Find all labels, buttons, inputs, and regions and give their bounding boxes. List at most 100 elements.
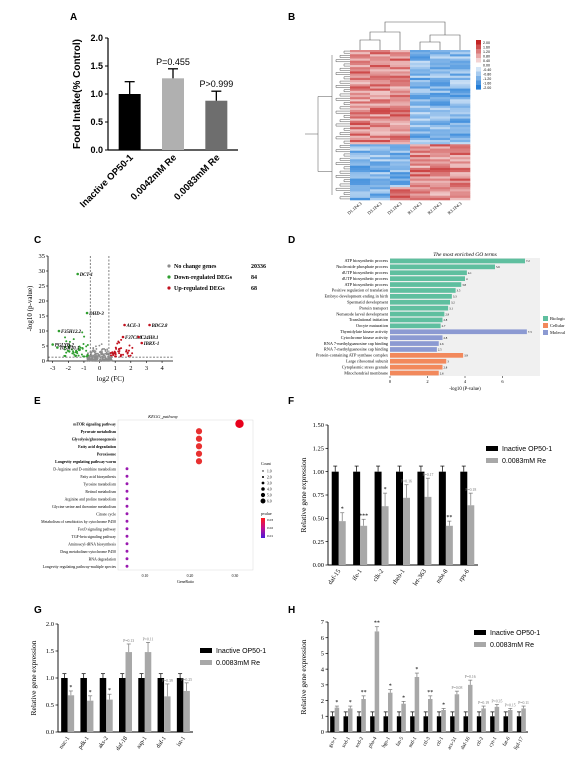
heatmap-cell <box>410 159 431 162</box>
y-tick-label: 2.0 <box>90 33 103 43</box>
heatmap-cell <box>390 146 411 149</box>
y-tick-label: 30 <box>39 268 46 275</box>
heatmap-cell <box>370 129 391 132</box>
heatmap-cell <box>350 60 371 64</box>
heatmap-cell <box>430 176 451 179</box>
bar-value-label: 2.8 <box>444 365 448 369</box>
y-tick-label: 0.25 <box>313 539 324 546</box>
bar <box>490 716 495 732</box>
heatmap-cell <box>430 62 451 66</box>
heatmap-cell <box>350 197 371 201</box>
x-tick-label: ctl-3 <box>422 736 432 748</box>
scatter-point <box>131 346 134 349</box>
category-label: Aminoacyl-tRNA biosynthesis <box>68 542 116 546</box>
heatmap-cell <box>430 56 451 59</box>
scatter-point <box>195 428 203 435</box>
scatter-point <box>76 352 79 355</box>
category-label: Thymidylate kinase activity <box>340 329 389 334</box>
scatter-point <box>100 353 103 356</box>
heatmap-cell <box>430 86 451 89</box>
heatmap-cell <box>450 150 471 154</box>
y-tick-label: 20 <box>39 298 46 305</box>
bar <box>414 677 420 732</box>
heatmap-cell <box>450 99 471 102</box>
heatmap-cell <box>390 88 411 92</box>
heatmap-cell <box>370 86 391 89</box>
heatmap-cell <box>450 142 471 145</box>
heatmap-cell <box>430 193 451 197</box>
bar <box>338 521 346 565</box>
panel-label-b: B <box>288 12 296 23</box>
bar <box>441 710 446 732</box>
scatter-point <box>96 356 99 358</box>
bar <box>476 716 482 732</box>
heatmap-cell <box>350 144 371 147</box>
y-tick-label: 0.00 <box>313 562 324 569</box>
legend-count: 20336 <box>251 264 266 270</box>
heatmap-cell <box>430 146 451 149</box>
heatmap-cell <box>370 193 391 197</box>
category-label: Arginine and proline metabolism <box>65 497 116 501</box>
color-legend-title: pvalue <box>261 511 272 516</box>
column-dendrogram <box>384 21 446 35</box>
legend-label: 0.0083mM Re <box>216 660 260 667</box>
bar <box>417 471 425 565</box>
heatmap-cell <box>350 116 371 119</box>
x-tick-label: ctl-2 <box>475 736 485 748</box>
significance-annotation: * <box>349 700 352 706</box>
mtor-gene-expression-chart: 0.00 0.25 0.50 0.75 1.00 1.25 1.50 Relative gen… <box>299 422 552 587</box>
heatmap-cell <box>370 90 391 94</box>
heatmap-cell <box>390 90 411 94</box>
heatmap-cell <box>450 182 471 186</box>
legend-swatch <box>543 323 548 328</box>
x-tick-label: 4 <box>160 365 164 372</box>
legend-swatch <box>543 316 548 321</box>
heatmap-cell <box>370 101 391 104</box>
heatmap-cell <box>430 187 451 190</box>
scatter-point <box>106 348 109 351</box>
x-tick-label: ife-1 <box>351 568 364 582</box>
heatmap-cell <box>410 122 431 126</box>
bar <box>360 525 368 565</box>
heatmap-cell <box>350 54 371 57</box>
heatmap-cell <box>370 56 391 59</box>
scatter-point <box>77 354 80 357</box>
y-tick-label: 10 <box>39 328 46 335</box>
significance-annotation: * <box>108 688 111 694</box>
legend-swatch <box>476 76 481 81</box>
significance-annotation: P=0.39 <box>162 679 173 683</box>
size-legend-label: 1.0 <box>267 469 272 473</box>
heatmap-cell <box>390 131 411 134</box>
heatmap-cell <box>410 69 431 72</box>
heatmap-cell <box>430 80 451 83</box>
heatmap-cell <box>370 125 391 128</box>
x-tick-label: cyt-1 <box>488 736 499 749</box>
scatter-point <box>125 482 129 486</box>
bar <box>370 716 375 732</box>
heatmap-cell <box>430 101 451 104</box>
heatmap-cell <box>430 155 451 158</box>
heatmap-cell <box>450 88 471 92</box>
heatmap-cell <box>430 165 451 169</box>
legend-swatch <box>476 40 481 45</box>
heatmap-cell <box>430 163 451 167</box>
heatmap-cell <box>350 150 371 154</box>
legend-swatch <box>476 58 481 63</box>
scatter-point <box>110 357 112 360</box>
bar <box>353 471 361 565</box>
heatmap-cell <box>410 187 431 190</box>
legend-swatch <box>476 49 481 54</box>
heatmap-cell <box>350 140 371 143</box>
y-tick-label: 0.5 <box>90 117 103 127</box>
heatmap-cell <box>410 170 431 173</box>
heatmap-cell <box>370 103 391 107</box>
heatmap-cell <box>430 88 451 92</box>
bar <box>450 716 455 732</box>
scatter-point <box>68 344 71 347</box>
bar <box>390 329 527 335</box>
y-tick-label: 5 <box>321 651 324 658</box>
heatmap-cell <box>450 77 471 81</box>
scatter-point <box>110 355 113 358</box>
x-tick-label: let-363 <box>412 568 428 587</box>
heatmap-cell <box>390 150 411 154</box>
